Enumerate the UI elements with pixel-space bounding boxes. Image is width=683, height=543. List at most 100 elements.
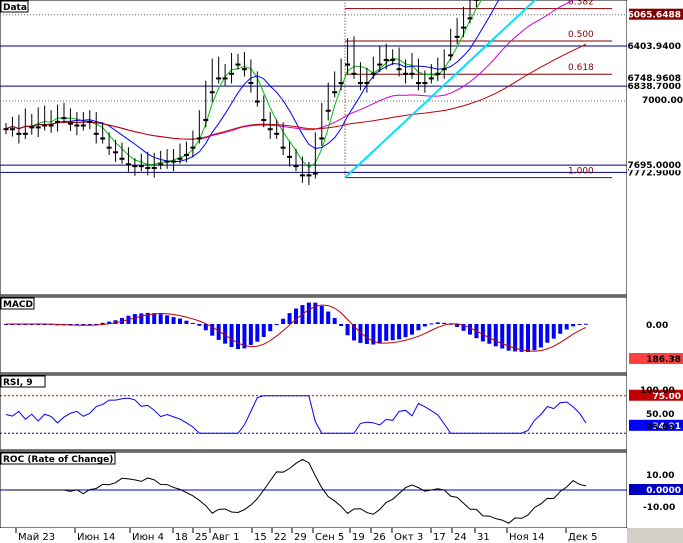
candle-body — [183, 154, 189, 157]
candle-body — [42, 124, 48, 127]
price-tag: 6838.7000 — [627, 82, 681, 92]
macd-bar — [352, 324, 356, 341]
candle-body — [100, 137, 106, 140]
macd-bar — [364, 324, 369, 345]
trend-line — [344, 0, 537, 179]
price-tag-box — [629, 80, 683, 92]
macd-bar — [345, 324, 350, 336]
x-axis-label: 15 — [254, 532, 267, 543]
candle-body — [287, 155, 293, 158]
macd-bar — [107, 321, 112, 324]
macd-bar — [564, 324, 569, 330]
price-tag: 6748.9608 — [627, 74, 681, 84]
macd-bar — [455, 324, 460, 328]
fib-label: 0.618 — [568, 63, 594, 73]
macd-bar — [538, 324, 543, 348]
fib-label: 0.500 — [568, 30, 594, 40]
candle-body — [74, 124, 80, 127]
x-axis-label: 17 — [433, 532, 446, 543]
price-tag: 7772.9000 — [627, 168, 681, 178]
candle-body — [428, 77, 434, 80]
macd-bar — [281, 318, 286, 324]
candle-body — [377, 63, 383, 66]
macd-bar — [139, 313, 144, 324]
candle-body — [93, 132, 99, 135]
price-tag: 6403.9400 — [627, 42, 681, 52]
rsi-75-label: 75.00 — [653, 392, 681, 402]
candle-body — [338, 82, 344, 85]
candle-body — [35, 126, 41, 129]
roc-current: 0.0000 — [646, 486, 681, 496]
candle-body — [325, 109, 331, 112]
price-tag-box — [629, 39, 683, 51]
candle-body — [293, 165, 299, 168]
candle-body — [67, 122, 73, 125]
macd-axis-zero: 0.00 — [646, 321, 668, 331]
macd-bar — [319, 305, 324, 324]
macd-bar — [513, 324, 518, 352]
x-axis-label: Окт 3 — [394, 532, 423, 543]
macd-bar — [377, 324, 382, 344]
panel-title-roc: ROC (Rate of Change) — [3, 455, 113, 465]
macd-bar — [551, 324, 556, 339]
macd-bar — [287, 313, 292, 324]
candle-body — [467, 17, 473, 20]
panel-title-rsi: RSI, 9 — [3, 378, 33, 388]
candle-body — [222, 77, 228, 80]
candle-body — [403, 72, 409, 75]
price-axis-7000: 7000.00 — [642, 96, 683, 106]
macd-bar — [410, 324, 414, 335]
rsi-75-box — [629, 389, 683, 401]
price-tag-box — [629, 159, 683, 171]
macd-bar — [74, 324, 79, 325]
macd-bar — [577, 324, 582, 325]
x-axis-label: Май 23 — [18, 532, 55, 543]
x-axis-label: Июн 14 — [77, 532, 115, 543]
candle-body — [370, 72, 376, 75]
candle-body — [312, 172, 318, 175]
macd-bar — [274, 324, 279, 326]
macd-bar — [203, 324, 208, 331]
candle-body — [390, 58, 396, 61]
roc-line — [6, 458, 587, 524]
candle-body — [383, 58, 389, 61]
macd-bar — [190, 322, 195, 324]
candle-body — [299, 174, 305, 177]
macd-bar — [306, 302, 311, 324]
x-axis-label: 31 — [477, 532, 490, 543]
macd-bar — [526, 324, 530, 352]
price-tag-box — [629, 166, 683, 178]
macd-bar — [100, 322, 105, 324]
macd-bar — [500, 324, 505, 349]
candle-body — [132, 165, 138, 168]
macd-bar — [132, 314, 137, 324]
candle-body — [190, 146, 196, 149]
candle-body — [48, 124, 54, 127]
panel-title-macd: MACD — [3, 300, 33, 310]
candle-body — [29, 126, 35, 129]
candle-body — [274, 132, 280, 135]
candle-body — [151, 166, 157, 169]
candle-body — [422, 82, 428, 85]
candle-body — [55, 120, 61, 123]
x-axis-label: 22 — [274, 532, 287, 543]
candle-body — [441, 68, 447, 71]
macd-bar — [255, 324, 260, 342]
candle-body — [196, 137, 202, 140]
candle-body — [145, 166, 151, 169]
macd-bar — [145, 312, 150, 324]
candle-body — [332, 91, 338, 94]
macd-bar — [371, 324, 376, 345]
macd-bar — [487, 324, 492, 344]
x-axis-area — [0, 528, 627, 543]
candle-body — [113, 151, 119, 154]
candle-body — [229, 72, 235, 75]
candle-body — [106, 146, 112, 149]
candle-body — [61, 117, 67, 120]
candle-body — [396, 68, 402, 71]
macd-bar — [294, 308, 298, 324]
candle-body — [177, 157, 183, 160]
macd-bar — [480, 324, 485, 342]
candle-body — [22, 132, 28, 135]
candle-body — [125, 163, 131, 166]
